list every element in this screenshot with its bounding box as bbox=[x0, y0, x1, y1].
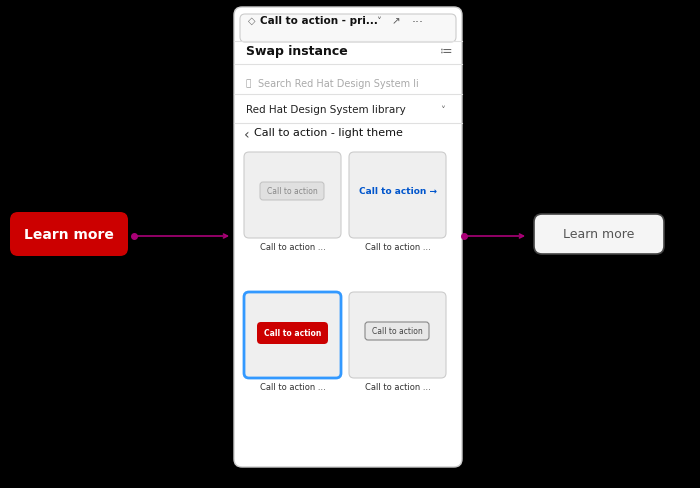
Text: ˅: ˅ bbox=[440, 106, 445, 116]
FancyBboxPatch shape bbox=[10, 213, 128, 257]
FancyBboxPatch shape bbox=[244, 292, 341, 378]
Text: ≔: ≔ bbox=[440, 45, 452, 58]
Text: ↗: ↗ bbox=[392, 16, 401, 26]
Text: Call to action: Call to action bbox=[267, 187, 318, 196]
Text: ˅: ˅ bbox=[376, 17, 381, 27]
Text: Call to action - pri...: Call to action - pri... bbox=[260, 16, 378, 26]
FancyBboxPatch shape bbox=[534, 215, 664, 254]
FancyBboxPatch shape bbox=[260, 183, 324, 201]
FancyBboxPatch shape bbox=[240, 15, 456, 43]
Text: Call to action - light theme: Call to action - light theme bbox=[254, 128, 403, 138]
Text: Learn more: Learn more bbox=[24, 227, 114, 242]
Text: Call to action ...: Call to action ... bbox=[365, 382, 430, 391]
FancyBboxPatch shape bbox=[234, 8, 462, 467]
Text: ···: ··· bbox=[412, 16, 424, 29]
Text: Call to action ...: Call to action ... bbox=[365, 243, 430, 251]
FancyBboxPatch shape bbox=[257, 323, 328, 345]
Text: Call to action: Call to action bbox=[372, 327, 423, 336]
Text: 🔍: 🔍 bbox=[245, 79, 251, 88]
Text: ‹: ‹ bbox=[244, 128, 250, 142]
Text: Call to action ...: Call to action ... bbox=[260, 243, 326, 251]
Text: Search Red Hat Design System li: Search Red Hat Design System li bbox=[258, 79, 419, 89]
FancyBboxPatch shape bbox=[349, 153, 446, 239]
Text: Swap instance: Swap instance bbox=[246, 45, 348, 58]
Text: Call to action ...: Call to action ... bbox=[260, 382, 326, 391]
Text: Red Hat Design System library: Red Hat Design System library bbox=[246, 105, 406, 115]
Text: Learn more: Learn more bbox=[564, 228, 635, 241]
FancyBboxPatch shape bbox=[244, 153, 341, 239]
Text: Call to action: Call to action bbox=[264, 329, 321, 338]
Text: Call to action →: Call to action → bbox=[358, 187, 437, 196]
FancyBboxPatch shape bbox=[349, 292, 446, 378]
Text: ◇: ◇ bbox=[248, 16, 256, 26]
FancyBboxPatch shape bbox=[365, 323, 429, 340]
